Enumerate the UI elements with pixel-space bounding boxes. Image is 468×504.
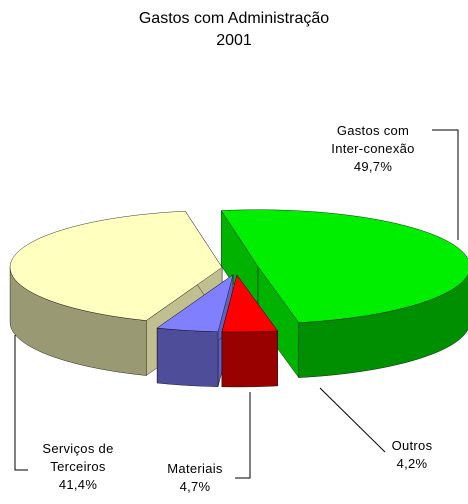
value-label: 41,4%	[58, 477, 98, 492]
slice-label: Materiais 4,7%	[155, 460, 235, 496]
slice-label: Serviços de Terceiros 41,4%	[23, 440, 133, 494]
chart-title: Gastos com Administração	[138, 10, 330, 27]
slice-wall	[156, 327, 219, 387]
chart-subtitle: 2001	[216, 32, 252, 49]
category-label: Serviços de Terceiros	[42, 441, 114, 474]
slice-label: Outros 4,2%	[382, 437, 442, 473]
category-label: Outros	[391, 438, 433, 453]
leader-line	[235, 392, 251, 479]
category-label: Materiais	[167, 461, 223, 476]
slice	[220, 209, 468, 323]
leader-line	[319, 387, 386, 453]
slice	[156, 274, 234, 332]
category-label: Gastos com Inter-conexão	[331, 123, 415, 156]
value-label: 4,7%	[179, 479, 211, 494]
slice-label: Gastos com Inter-conexão 49,7%	[323, 122, 423, 176]
slice	[221, 274, 278, 333]
slice	[9, 210, 223, 321]
value-label: 4,2%	[396, 456, 428, 471]
slice-wall	[221, 330, 278, 388]
value-label: 49,7%	[353, 159, 393, 174]
leader-line	[14, 335, 28, 471]
leader-line	[432, 129, 459, 240]
